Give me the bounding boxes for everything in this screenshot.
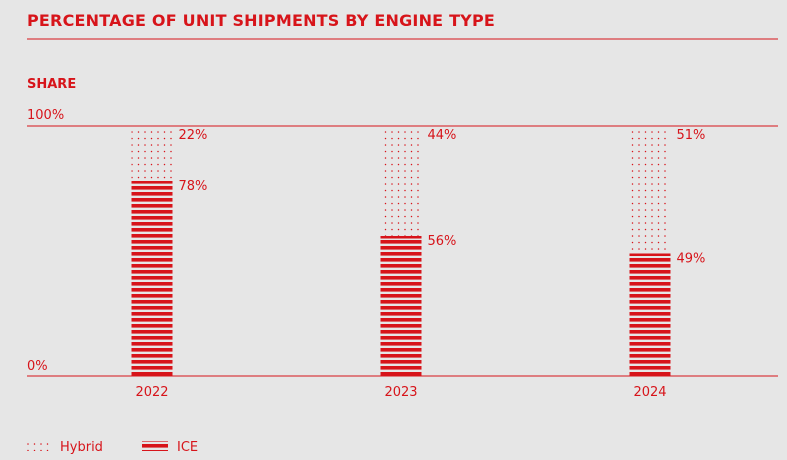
bar-hybrid-2024 [629,126,671,254]
data-label-hybrid-2023: 44% [428,128,457,143]
bars-layer: 22% 78% 2022 44% 56% 2023 51% 49% 2024 [131,126,706,400]
bar-ice-2024 [629,253,671,376]
legend-swatch-hybrid [27,441,51,451]
x-tick-label-2024: 2024 [633,385,666,400]
legend-swatch-ice [142,441,168,451]
legend-label-ice: ICE [177,440,198,455]
legend-label-hybrid: Hybrid [60,440,103,455]
data-label-ice-2022: 78% [179,179,208,194]
legend: Hybrid ICE [27,440,198,455]
y-tick-label-max: 100% [27,108,64,123]
data-label-ice-2024: 49% [677,252,706,267]
bar-hybrid-2022 [131,126,173,181]
data-label-hybrid-2022: 22% [179,128,208,143]
bar-ice-cap-2023 [380,236,422,239]
y-tick-label-min: 0% [27,359,48,374]
data-label-ice-2023: 56% [428,234,457,249]
x-tick-label-2023: 2023 [384,385,417,400]
bar-ice-cap-2024 [629,253,671,256]
axis-subtitle: SHARE [27,77,76,92]
chart-title: PERCENTAGE OF UNIT SHIPMENTS BY ENGINE T… [27,11,495,30]
data-label-hybrid-2024: 51% [677,128,706,143]
x-tick-label-2022: 2022 [135,385,168,400]
bar-ice-2023 [380,236,422,376]
bar-ice-2022 [131,181,173,376]
bar-ice-cap-2022 [131,181,173,184]
bar-hybrid-2023 [380,126,422,236]
